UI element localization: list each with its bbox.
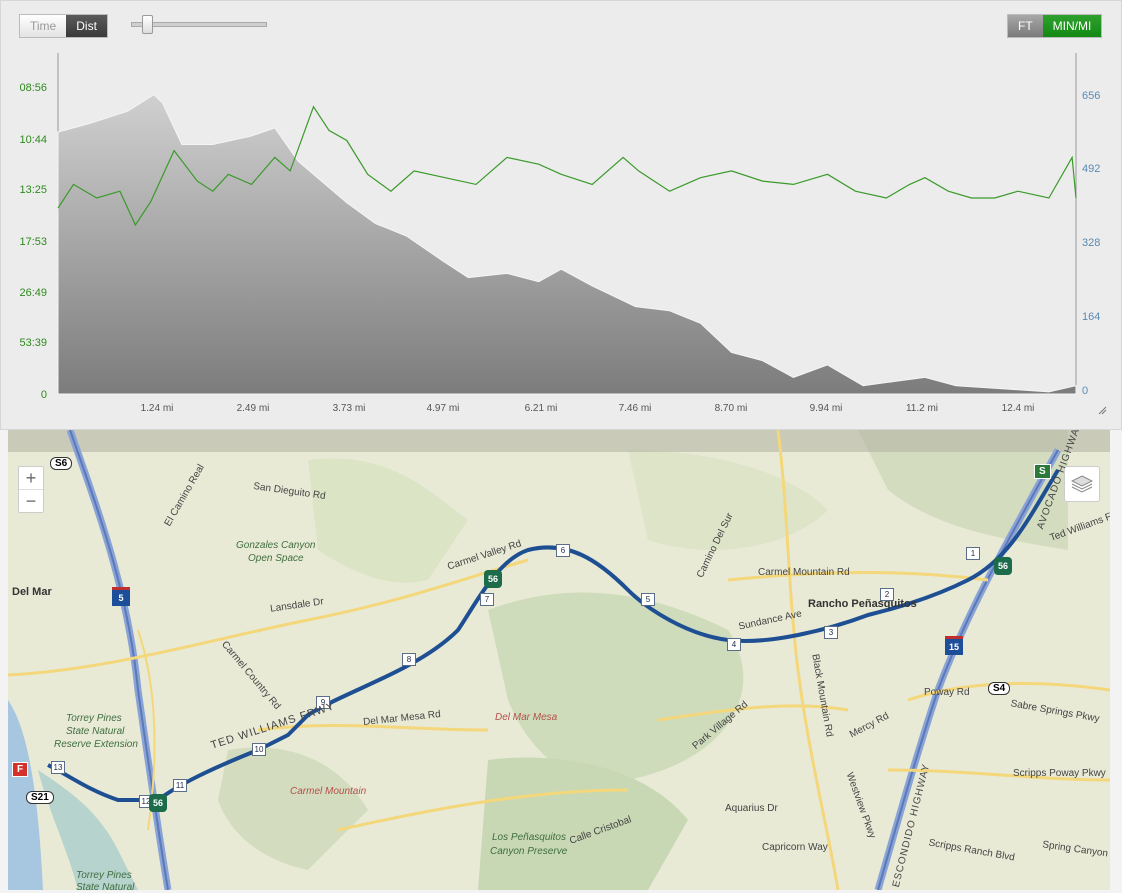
- time-mode-button[interactable]: Time: [20, 15, 67, 37]
- distance-tick-label: 11.2 mi: [906, 403, 938, 414]
- place-label: Los Peñasquitos: [492, 832, 566, 843]
- mile-marker[interactable]: 1: [966, 547, 980, 560]
- route-path: [47, 468, 1060, 802]
- zoom-out-button[interactable]: −: [19, 489, 43, 512]
- mile-marker[interactable]: 8: [402, 653, 416, 666]
- distance-tick-label: 8.70 mi: [715, 403, 748, 414]
- elevation-pace-panel: Time Dist FT MIN/MI 08:56 10:44 13:25 17:53…: [0, 0, 1122, 430]
- place-label: Torrey Pines: [76, 870, 132, 881]
- place-label: Open Space: [248, 553, 304, 564]
- sr56-shield-mid: 56: [484, 570, 502, 588]
- pace-tick-label: 53:39: [19, 337, 47, 349]
- mile-marker[interactable]: 5: [641, 593, 655, 606]
- elevation-axis-ticks: 656 492 328 164 0: [1082, 90, 1100, 397]
- zoom-slider-track[interactable]: [131, 22, 267, 27]
- place-label: Del Mar Mesa: [495, 712, 558, 723]
- map-base-layer: [8, 430, 1110, 890]
- pace-axis-ticks: 08:56 10:44 13:25 17:53 26:49 53:39 0: [19, 82, 47, 401]
- road-label: Aquarius Dr: [725, 803, 778, 814]
- resize-grip-icon[interactable]: [1098, 406, 1107, 415]
- distance-tick-label: 12.4 mi: [1002, 403, 1035, 414]
- place-label: Carmel Mountain: [290, 786, 367, 797]
- units-toggle[interactable]: FT MIN/MI: [1007, 14, 1103, 38]
- elevation-area-series: [57, 93, 1077, 395]
- distance-tick-label: 7.46 mi: [619, 403, 652, 414]
- road-label: Capricorn Way: [762, 842, 828, 853]
- zoom-in-button[interactable]: +: [25, 467, 37, 488]
- sr56-shield-east: 56: [994, 557, 1012, 575]
- place-label: Torrey Pines: [66, 713, 122, 724]
- mile-marker[interactable]: 2: [880, 588, 894, 601]
- pace-tick-label: 17:53: [19, 236, 47, 248]
- pace-button[interactable]: MIN/MI: [1042, 15, 1102, 37]
- sr56-shield-west: 56: [149, 794, 167, 812]
- pace-tick-label: 0: [41, 389, 47, 401]
- route-s4-sign: S4: [988, 682, 1011, 695]
- pace-line: [57, 105, 1077, 227]
- pace-line-series: [57, 105, 1077, 227]
- mile-marker[interactable]: 4: [727, 638, 741, 651]
- place-label: State Natural: [76, 882, 135, 890]
- map-layers-button[interactable]: [1064, 466, 1100, 502]
- mile-marker[interactable]: 11: [173, 779, 187, 792]
- elevation-tick-label: 0: [1082, 385, 1088, 397]
- pace-tick-label: 26:49: [19, 287, 47, 299]
- place-label: Rancho Peñasquitos: [808, 598, 917, 610]
- elevation-area: [57, 93, 1077, 395]
- mile-marker[interactable]: 13: [51, 761, 65, 774]
- layers-icon: [1071, 475, 1093, 493]
- distance-axis-ticks: 1.24 mi 2.49 mi 3.73 mi 4.97 mi 6.21 mi 7.46 …: [141, 403, 1035, 414]
- distance-tick-label: 4.97 mi: [427, 403, 460, 414]
- distance-tick-label: 9.94 mi: [810, 403, 843, 414]
- mile-marker[interactable]: 6: [556, 544, 570, 557]
- route-s6-sign: S6: [50, 457, 73, 470]
- mile-marker[interactable]: 7: [480, 593, 494, 606]
- road-label: Poway Rd: [924, 687, 970, 698]
- road-label: Scripps Poway Pkwy: [1013, 768, 1106, 779]
- start-flag[interactable]: S: [1034, 464, 1051, 479]
- distance-tick-label: 3.73 mi: [333, 403, 366, 414]
- distance-tick-label: 1.24 mi: [141, 403, 174, 414]
- feet-button[interactable]: FT: [1008, 15, 1043, 37]
- pace-tick-label: 10:44: [19, 134, 47, 146]
- x-axis-mode-toggle[interactable]: Time Dist: [19, 14, 108, 38]
- map-zoom-control[interactable]: + −: [18, 466, 44, 513]
- interstate-5-shield: 5: [112, 587, 130, 606]
- interstate-15-shield: 15: [945, 636, 963, 655]
- place-label: Del Mar: [12, 586, 52, 598]
- elevation-tick-label: 656: [1082, 90, 1100, 102]
- place-label: Gonzales Canyon: [236, 540, 316, 551]
- zoom-slider-thumb[interactable]: [142, 15, 153, 34]
- elevation-tick-label: 164: [1082, 311, 1100, 323]
- place-label: Canyon Preserve: [490, 846, 568, 857]
- pace-tick-label: 08:56: [19, 82, 47, 94]
- mile-marker[interactable]: 3: [824, 626, 838, 639]
- distance-tick-label: 2.49 mi: [237, 403, 270, 414]
- mile-marker[interactable]: 10: [252, 743, 266, 756]
- place-label: State Natural: [66, 726, 125, 737]
- route-map[interactable]: + − S F 1 2 3 4 5 6 7 8 9 10 11 12 13 S6…: [8, 430, 1110, 890]
- elevation-tick-label: 492: [1082, 163, 1100, 175]
- elevation-tick-label: 328: [1082, 237, 1100, 249]
- distance-mode-button[interactable]: Dist: [66, 15, 107, 37]
- mile-marker[interactable]: 9: [316, 696, 330, 709]
- elevation-pace-chart: 08:56 10:44 13:25 17:53 26:49 53:39 0 656 492 32…: [19, 53, 1107, 415]
- place-label: Reserve Extension: [54, 739, 138, 750]
- route-s21-sign: S21: [26, 791, 54, 804]
- finish-flag[interactable]: F: [12, 762, 29, 777]
- pace-tick-label: 13:25: [19, 184, 47, 196]
- road-label: Carmel Mountain Rd: [758, 567, 850, 578]
- distance-tick-label: 6.21 mi: [525, 403, 558, 414]
